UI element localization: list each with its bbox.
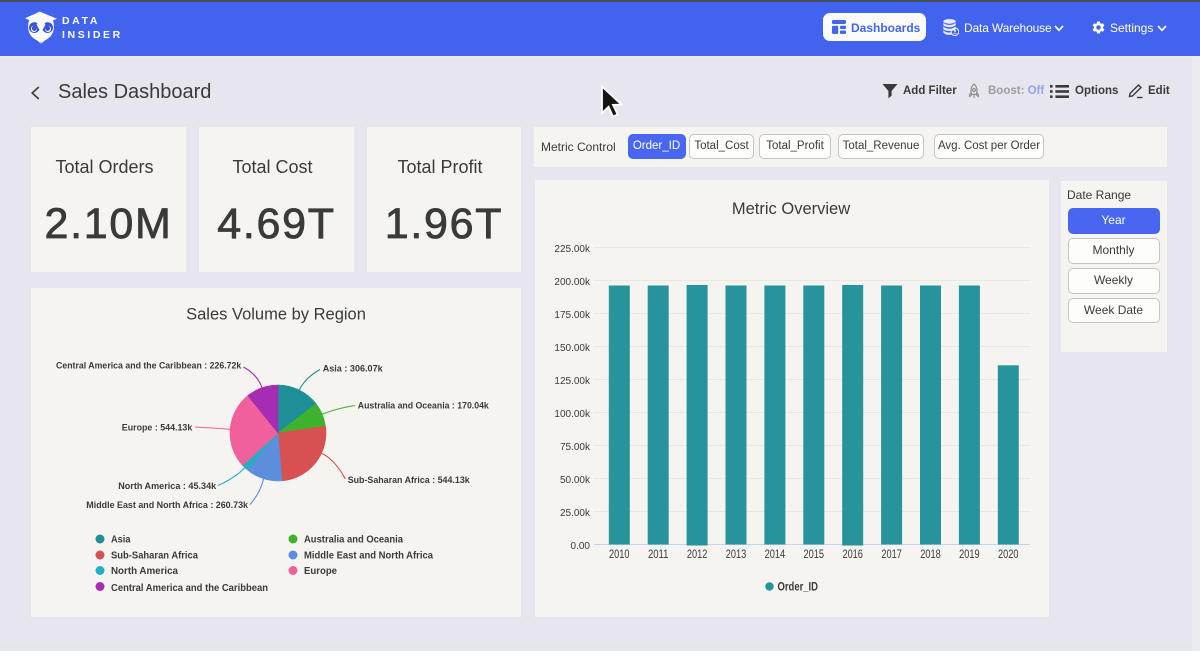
svg-text:Metric Overview: Metric Overview xyxy=(732,200,850,218)
svg-text:100.00k: 100.00k xyxy=(554,409,591,420)
svg-text:Europe : 544.13k: Europe : 544.13k xyxy=(122,422,193,433)
svg-text:Central America and the Caribb: Central America and the Caribbean xyxy=(111,583,268,594)
svg-text:Asia : 306.07k: Asia : 306.07k xyxy=(323,363,384,374)
svg-text:Australia and Oceania : 170.04: Australia and Oceania : 170.04k xyxy=(358,401,490,412)
svg-text:125.00k: 125.00k xyxy=(554,376,591,387)
svg-text:2014: 2014 xyxy=(765,549,786,561)
svg-text:2010: 2010 xyxy=(609,549,630,561)
svg-text:75.00k: 75.00k xyxy=(560,442,591,453)
svg-text:2015: 2015 xyxy=(804,549,825,561)
svg-text:Sub-Saharan Africa : 544.13k: Sub-Saharan Africa : 544.13k xyxy=(348,475,471,486)
svg-text:2017: 2017 xyxy=(881,549,902,561)
svg-text:Order_ID: Order_ID xyxy=(778,582,819,594)
svg-text:0.00: 0.00 xyxy=(571,541,591,552)
svg-text:175.00k: 175.00k xyxy=(554,310,591,321)
svg-text:Sub-Saharan Africa: Sub-Saharan Africa xyxy=(111,551,198,562)
svg-text:2011: 2011 xyxy=(648,549,669,561)
svg-text:North America: North America xyxy=(111,566,178,577)
svg-text:Middle East and North Africa :: Middle East and North Africa : 260.73k xyxy=(86,500,248,511)
svg-text:Australia and Oceania: Australia and Oceania xyxy=(304,535,403,546)
svg-text:2013: 2013 xyxy=(726,549,747,561)
svg-text:Asia: Asia xyxy=(111,535,131,546)
svg-text:2016: 2016 xyxy=(842,549,863,561)
svg-text:200.00k: 200.00k xyxy=(554,277,591,288)
svg-text:225.00k: 225.00k xyxy=(554,244,591,255)
svg-text:Central America and the Caribb: Central America and the Caribbean : 226.… xyxy=(56,361,242,372)
svg-text:50.00k: 50.00k xyxy=(560,475,591,486)
svg-text:Middle East and North Africa: Middle East and North Africa xyxy=(304,551,433,562)
svg-text:2020: 2020 xyxy=(998,549,1019,561)
svg-text:North America : 45.34k: North America : 45.34k xyxy=(118,481,217,492)
svg-text:2012: 2012 xyxy=(687,549,708,561)
svg-text:Sales Volume by Region: Sales Volume by Region xyxy=(186,306,366,324)
svg-text:25.00k: 25.00k xyxy=(560,508,591,519)
svg-text:2019: 2019 xyxy=(959,549,980,561)
svg-text:2018: 2018 xyxy=(920,549,941,561)
svg-text:150.00k: 150.00k xyxy=(554,343,591,354)
svg-text:Europe: Europe xyxy=(304,566,337,577)
